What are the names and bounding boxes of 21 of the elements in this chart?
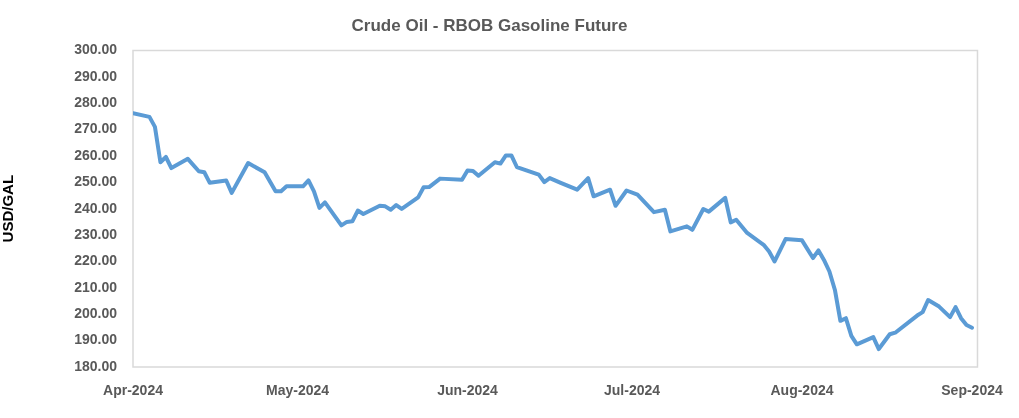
- y-tick-label: 180.00: [74, 357, 118, 374]
- y-tick-label: 240.00: [74, 199, 118, 216]
- y-tick-label: 210.00: [74, 278, 118, 295]
- x-tick-label: Jul-2024: [603, 382, 661, 399]
- x-tick-label: Sep-2024: [941, 382, 1003, 399]
- y-tick-label: 260.00: [74, 146, 118, 163]
- y-tick-label: 200.00: [74, 305, 118, 322]
- chart-title: Crude Oil - RBOB Gasoline Future: [351, 15, 628, 35]
- y-tick-label: 190.00: [74, 331, 118, 348]
- y-tick-label: 290.00: [74, 67, 118, 84]
- x-tick-label: May-2024: [265, 382, 330, 399]
- y-tick-label: 270.00: [74, 120, 118, 137]
- x-tick-label: Apr-2024: [103, 382, 164, 399]
- y-tick-label: 220.00: [74, 252, 118, 269]
- y-tick-label: 250.00: [74, 173, 118, 190]
- y-tick-label: 280.00: [74, 94, 118, 111]
- y-tick-label: 230.00: [74, 225, 118, 242]
- y-axis-title: USD/GAL: [0, 174, 17, 243]
- y-tick-label: 300.00: [74, 41, 118, 58]
- x-tick-label: Jun-2024: [437, 382, 499, 399]
- x-tick-label: Aug-2024: [770, 382, 834, 399]
